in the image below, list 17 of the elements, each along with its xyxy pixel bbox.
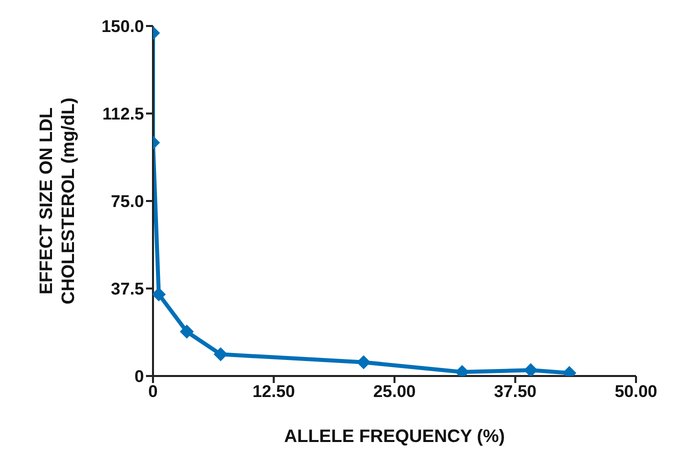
- point: [153, 287, 166, 302]
- y-axis-title: EFFECT SIZE ON LDL CHOLESTEROL (mg/dL): [36, 98, 78, 304]
- point: [214, 347, 228, 362]
- x-tick-label: 37.50: [494, 382, 537, 402]
- point: [180, 324, 194, 339]
- point: [524, 363, 538, 376]
- y-tick-label: 37.5: [110, 280, 144, 299]
- x-tick-label: 12.50: [252, 382, 296, 402]
- y-tick-label: 75.0: [110, 192, 144, 212]
- x-tick-label: 0: [148, 382, 158, 402]
- y-tick-label: 0: [134, 367, 144, 386]
- x-tick-label: 25.00: [373, 382, 416, 402]
- x-axis-title: ALLELE FREQUENCY (%): [284, 426, 505, 446]
- x-tick-label: 50.00: [614, 382, 658, 402]
- point: [356, 355, 371, 370]
- y-tick-label: 150.0: [101, 17, 144, 36]
- y-tick-label: 112.5: [102, 104, 144, 124]
